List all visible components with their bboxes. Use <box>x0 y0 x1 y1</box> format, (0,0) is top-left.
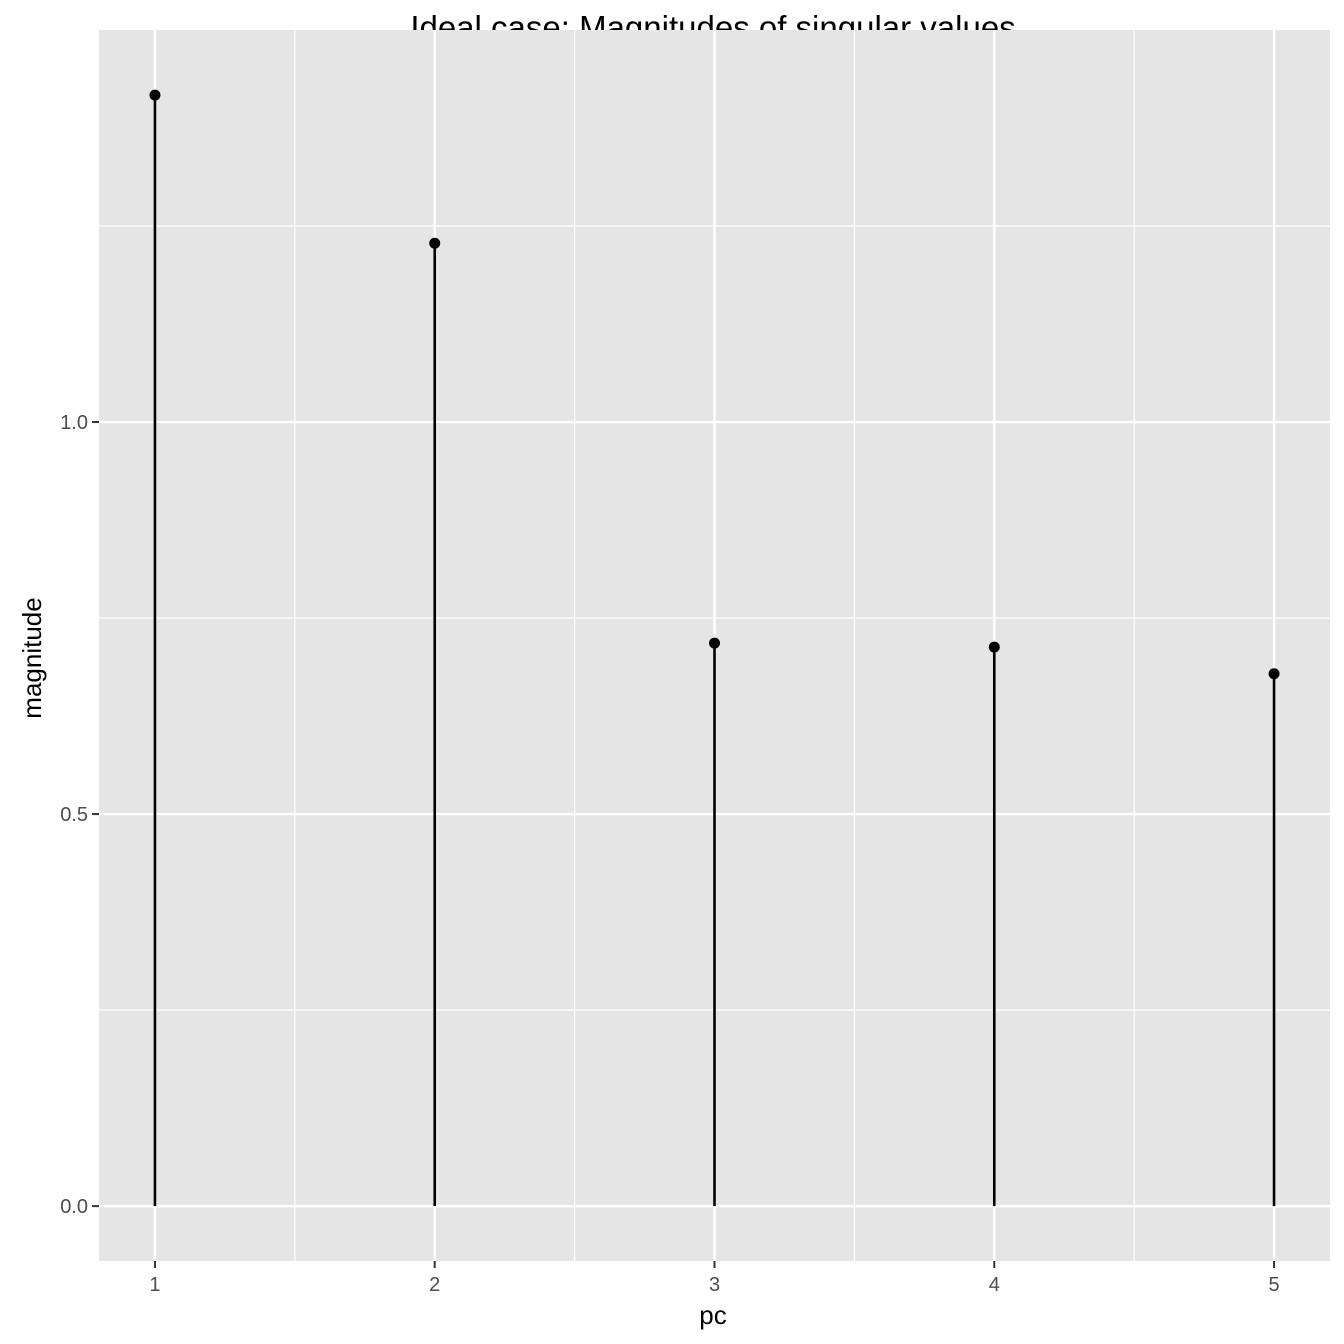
point-pc-3 <box>709 637 720 649</box>
x-tick-label: 3 <box>709 1274 720 1296</box>
y-axis-title: magnitude <box>17 597 47 718</box>
x-tick-label: 1 <box>149 1274 160 1296</box>
x-axis: 1 2 3 4 5 <box>149 1261 1280 1296</box>
stems <box>153 95 1276 1207</box>
x-tick-label: 5 <box>1268 1274 1279 1296</box>
point-pc-2 <box>429 237 441 249</box>
x-axis-title: pc <box>699 1300 726 1330</box>
point-pc-4 <box>988 641 1000 653</box>
y-tick-label: 1.0 <box>60 412 88 434</box>
points <box>149 89 1280 680</box>
x-tick-label: 2 <box>429 1274 440 1296</box>
point-pc-5 <box>1268 668 1280 680</box>
y-tick-label: 0.5 <box>60 804 88 826</box>
y-axis: 0.0 0.5 1.0 <box>60 412 99 1218</box>
point-pc-1 <box>149 89 161 101</box>
y-tick-label: 0.0 <box>60 1196 88 1218</box>
x-tick-label: 4 <box>989 1274 1000 1296</box>
